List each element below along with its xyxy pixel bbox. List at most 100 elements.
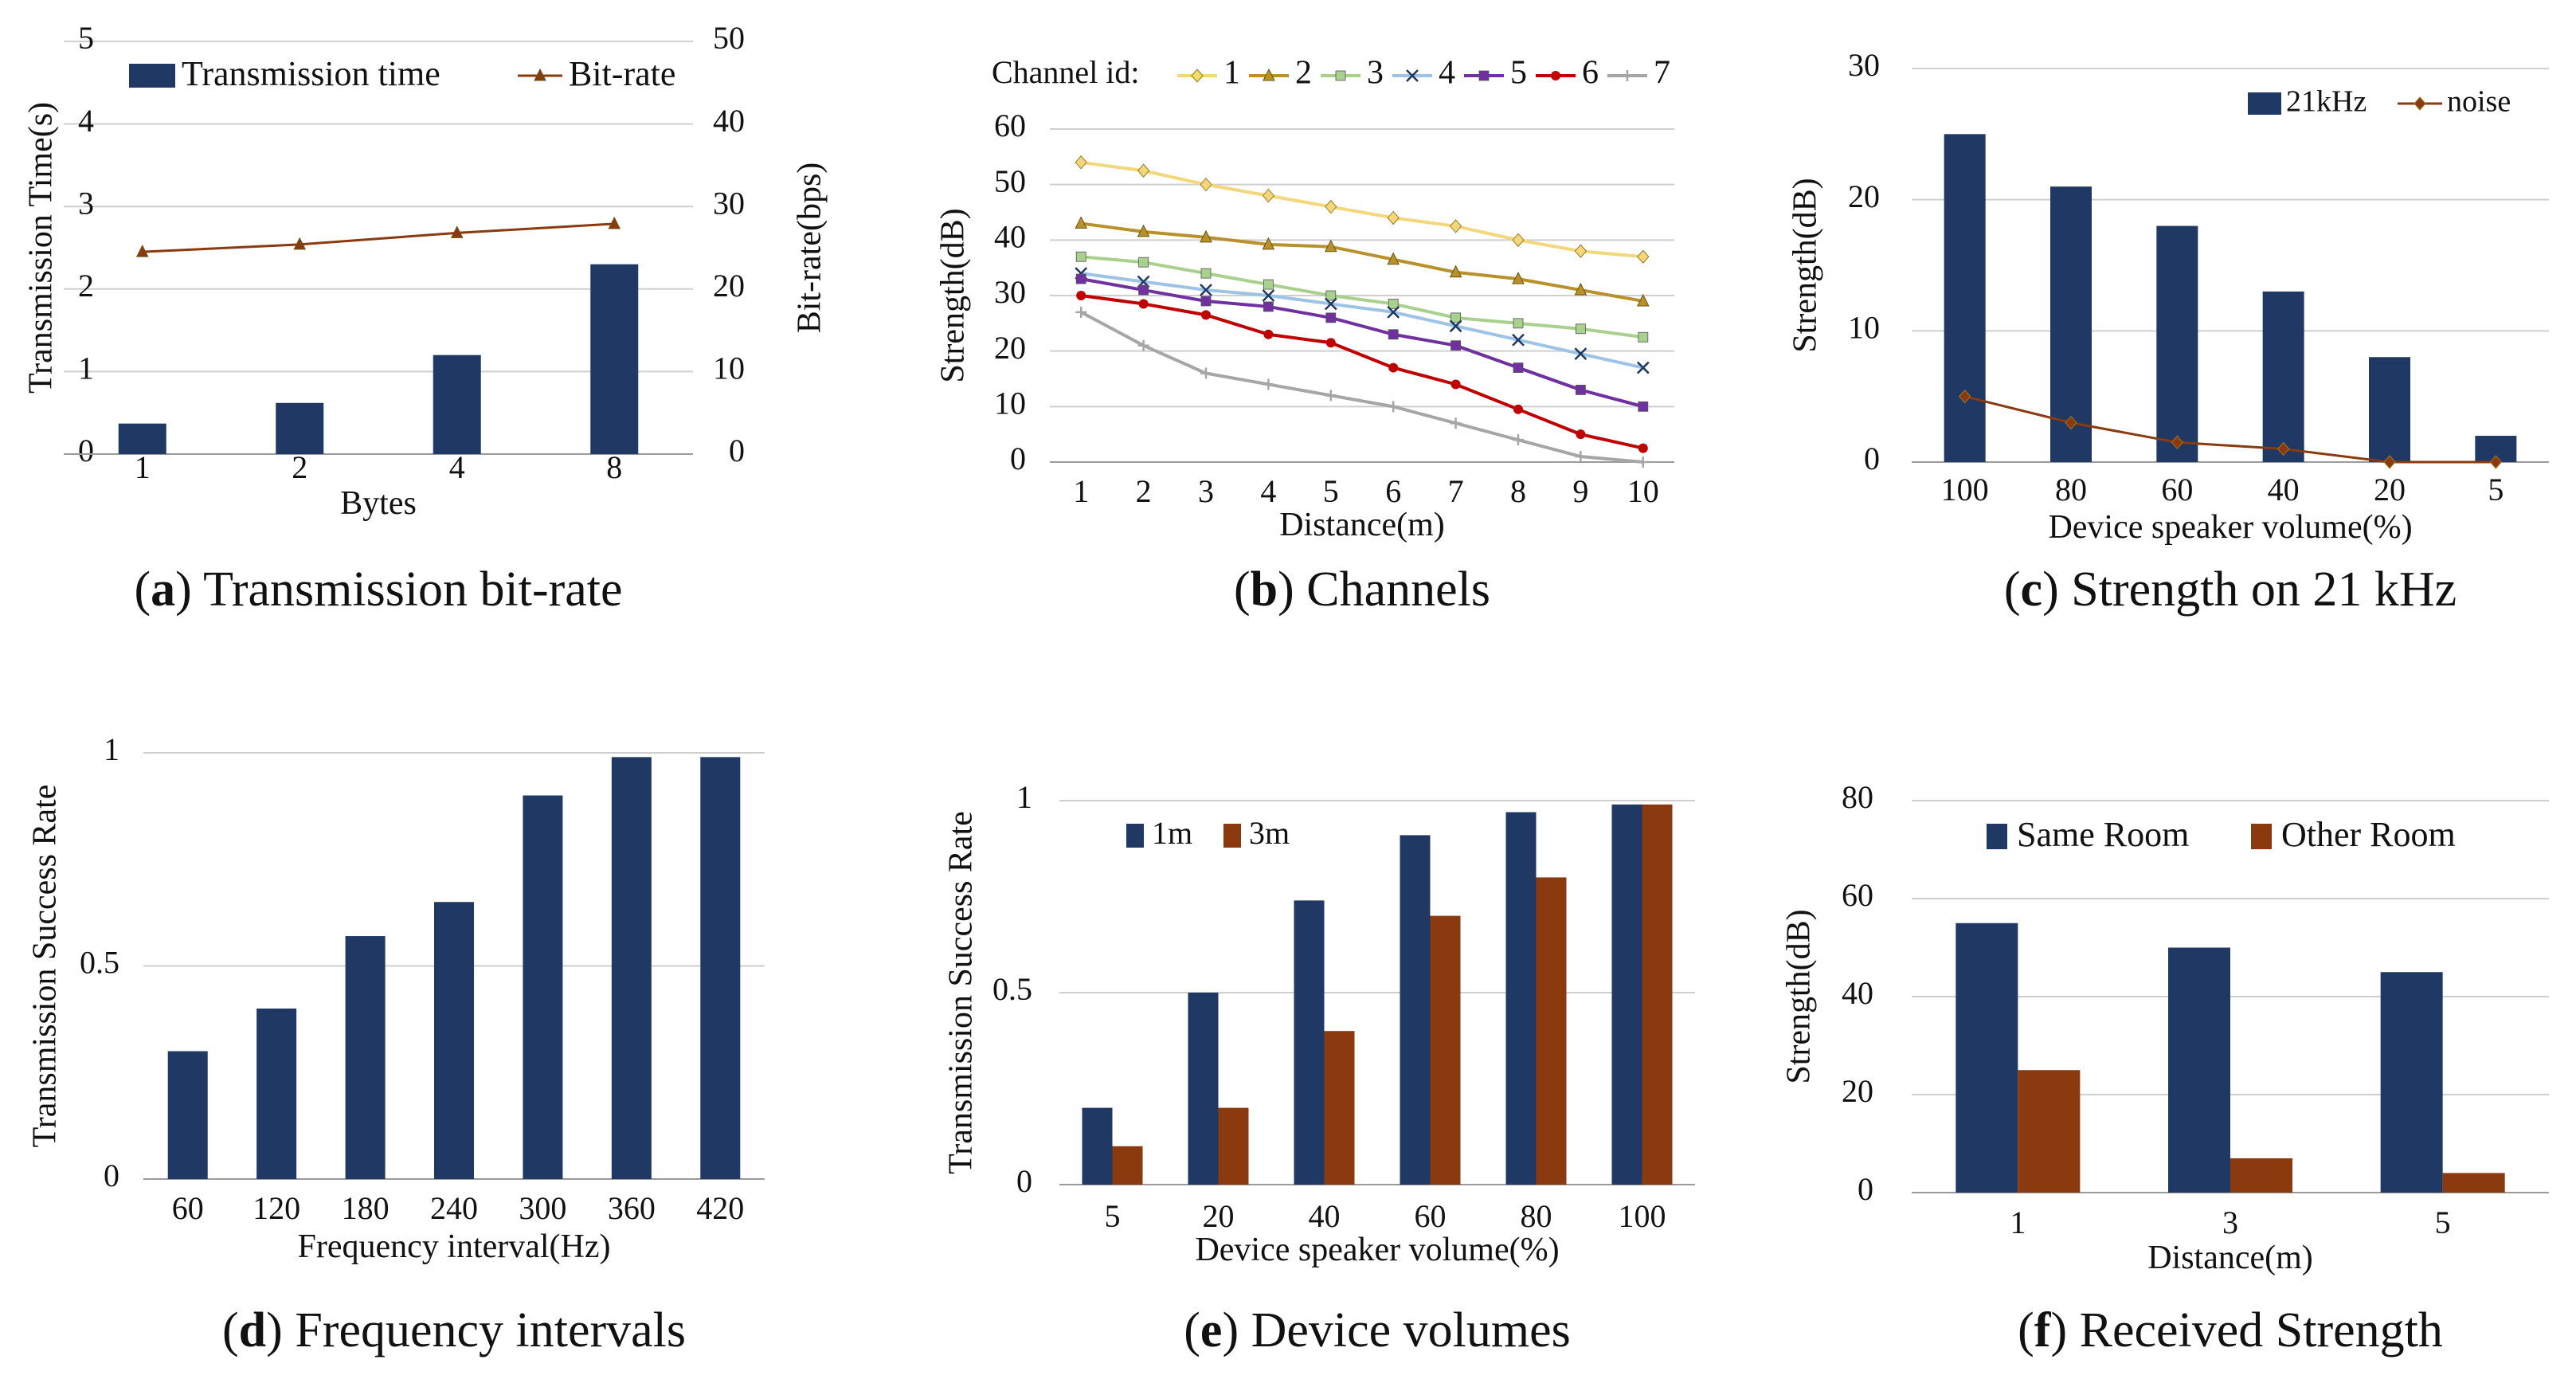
point-channel-3 bbox=[1450, 312, 1461, 323]
legend-swatch-other-room bbox=[2251, 824, 2272, 849]
point-channel-5 bbox=[1388, 329, 1399, 340]
bar-other-room bbox=[2230, 1158, 2292, 1193]
line-channel-7 bbox=[1080, 311, 1643, 464]
x-tick-label: 5 bbox=[2435, 1205, 2451, 1240]
bar-same-room bbox=[2380, 972, 2443, 1193]
bar-3m bbox=[1324, 1031, 1355, 1185]
y-tick-label: 50 bbox=[994, 163, 1026, 199]
y-tick-label: 0 bbox=[78, 433, 94, 468]
line-channel-6 bbox=[1080, 294, 1644, 450]
y-tick-label: 1 bbox=[1016, 779, 1032, 815]
y-tick-label: 60 bbox=[1842, 877, 1873, 913]
legend-swatch-transmission-time bbox=[129, 64, 175, 88]
point-channel-4 bbox=[1574, 347, 1587, 361]
point-channel-4 bbox=[1449, 319, 1462, 333]
caption: (b) Channels bbox=[1234, 562, 1490, 617]
line-channel-1 bbox=[1080, 160, 1643, 259]
legend-label: 3 bbox=[1367, 55, 1384, 92]
point-channel-5 bbox=[1138, 284, 1149, 296]
point-channel-3 bbox=[1513, 318, 1524, 329]
y-tick-label: 0 bbox=[1864, 441, 1880, 476]
bar-same-room bbox=[1955, 923, 2018, 1193]
legend-label: 1m bbox=[1152, 815, 1192, 851]
point-channel-5 bbox=[1513, 362, 1524, 373]
y-tick-label: 1 bbox=[78, 351, 94, 386]
point-noise bbox=[2383, 455, 2396, 469]
bar-1m bbox=[1188, 993, 1219, 1185]
legend-label: Same Room bbox=[2017, 815, 2189, 854]
bar-3m bbox=[1430, 915, 1461, 1185]
point-channel-2 bbox=[1137, 224, 1150, 237]
caption: (a) Transmission bit-rate bbox=[134, 562, 622, 617]
x-tick-label: 40 bbox=[2268, 472, 2300, 507]
point-channel-2 bbox=[1200, 229, 1212, 243]
x-tick-label: 20 bbox=[1203, 1198, 1235, 1234]
point-channel-2 bbox=[1512, 271, 1525, 284]
point-bit-rate bbox=[293, 237, 307, 250]
y-axis-label: Strength(dB) bbox=[1781, 909, 1818, 1083]
x-tick-label: 5 bbox=[1323, 473, 1339, 509]
y-tick-label: 40 bbox=[994, 219, 1026, 255]
chart-d: 0 0.5 1 60 120 180 240 300 360 420 Frequency inter… bbox=[27, 731, 765, 1357]
caption: (d) Frequency intervals bbox=[222, 1303, 686, 1357]
legend-marker-bit-rate bbox=[534, 68, 546, 81]
y-axis-label: Transmission Time(s) bbox=[23, 102, 60, 394]
bar-3m bbox=[1642, 804, 1673, 1185]
point-channel-4 bbox=[1324, 297, 1337, 311]
x-tick-label: 60 bbox=[172, 1190, 204, 1226]
bar-3m bbox=[1218, 1107, 1249, 1185]
bar-transmission-time bbox=[433, 355, 481, 454]
point-channel-2 bbox=[1574, 282, 1587, 296]
legend-label: 1 bbox=[1223, 55, 1240, 92]
y-right-tick-label: 20 bbox=[713, 268, 745, 304]
bar-21khz bbox=[2156, 225, 2198, 462]
y-tick-label: 5 bbox=[78, 20, 94, 56]
point-channel-7 bbox=[1263, 378, 1274, 390]
x-tick-label: 4 bbox=[449, 449, 465, 485]
bar-transmission-time bbox=[276, 402, 324, 454]
y-axis-label: Transmission Success Rate bbox=[27, 785, 64, 1148]
bar-success-rate bbox=[700, 757, 741, 1179]
point-bit-rate bbox=[608, 216, 621, 229]
y-tick-label: 3 bbox=[78, 185, 94, 221]
bar-other-room bbox=[2018, 1070, 2081, 1193]
x-tick-label: 4 bbox=[1260, 473, 1276, 509]
point-noise bbox=[1959, 389, 1971, 404]
point-channel-5 bbox=[1450, 340, 1461, 351]
point-channel-6 bbox=[1138, 299, 1149, 309]
point-channel-4 bbox=[1262, 289, 1275, 302]
point-channel-2 bbox=[1636, 293, 1650, 307]
point-channel-1 bbox=[1387, 210, 1400, 225]
point-channel-4 bbox=[1387, 306, 1400, 319]
x-tick-label: 300 bbox=[519, 1190, 566, 1226]
y-tick-label: 30 bbox=[994, 274, 1026, 310]
x-tick-label: 6 bbox=[1385, 473, 1401, 509]
y-tick-label: 40 bbox=[1842, 975, 1873, 1011]
bar-1m bbox=[1082, 1107, 1113, 1185]
x-tick-label: 5 bbox=[2488, 472, 2504, 507]
y-tick-label: 0.5 bbox=[80, 945, 119, 981]
legend-label: Transmission time bbox=[182, 54, 440, 93]
x-tick-label: 60 bbox=[2161, 472, 2193, 507]
x-tick-label: 9 bbox=[1572, 473, 1588, 509]
point-channel-6 bbox=[1450, 379, 1461, 390]
point-channel-3 bbox=[1638, 331, 1649, 343]
bar-success-rate bbox=[256, 1009, 297, 1179]
point-channel-4 bbox=[1512, 333, 1525, 347]
point-bit-rate bbox=[450, 225, 464, 238]
bar-success-rate bbox=[167, 1051, 208, 1179]
legend-swatch-same-room bbox=[1987, 824, 2007, 849]
x-tick-label: 2 bbox=[292, 449, 307, 485]
y-tick-label: 0.5 bbox=[992, 971, 1032, 1007]
point-channel-3 bbox=[1200, 268, 1212, 279]
x-tick-label: 2 bbox=[1136, 473, 1152, 509]
legend-swatch-3m bbox=[1223, 824, 1241, 848]
point-channel-3 bbox=[1325, 290, 1337, 301]
bar-21khz bbox=[1944, 134, 1986, 463]
bar-1m bbox=[1294, 900, 1325, 1185]
bar-success-rate bbox=[434, 902, 474, 1179]
legend-label: Other Room bbox=[2281, 815, 2456, 854]
point-channel-7 bbox=[1075, 306, 1087, 318]
point-channel-1 bbox=[1449, 219, 1462, 233]
